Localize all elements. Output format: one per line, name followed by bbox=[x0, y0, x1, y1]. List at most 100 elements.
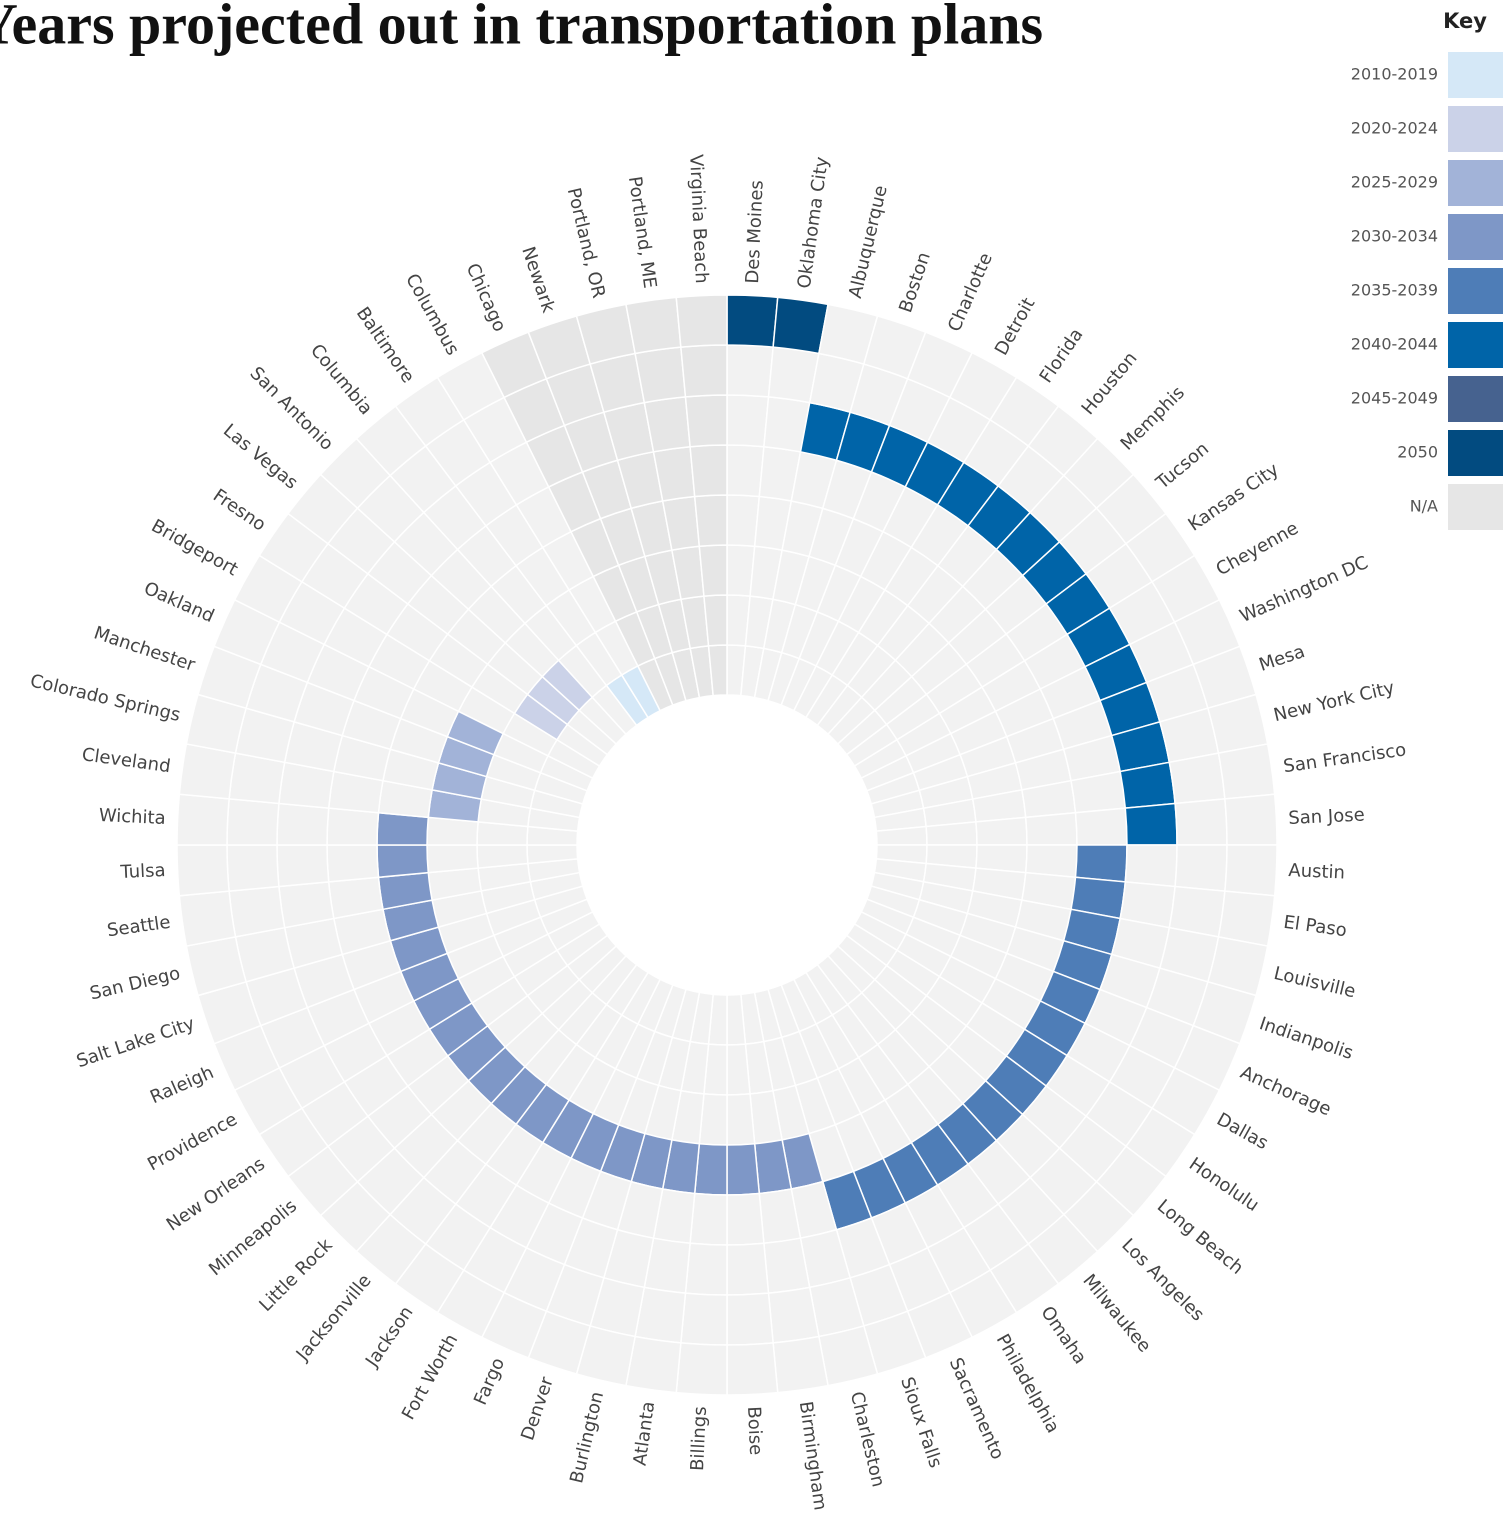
cell-background bbox=[326, 807, 380, 846]
city-label: Little Rock bbox=[255, 1234, 337, 1316]
city-label: Jackson bbox=[361, 1302, 418, 1371]
legend-swatch bbox=[1448, 214, 1503, 260]
city-label: Chicago bbox=[462, 260, 510, 335]
legend-swatch bbox=[1448, 430, 1503, 476]
city-label: Los Angeles bbox=[1117, 1235, 1208, 1326]
cell-background bbox=[326, 844, 380, 883]
cell-background bbox=[1024, 844, 1078, 879]
city-label: Dallas bbox=[1213, 1109, 1272, 1154]
cell-na bbox=[698, 544, 728, 597]
city-label: El Paso bbox=[1282, 912, 1348, 942]
city-label: Long Beach bbox=[1153, 1196, 1247, 1279]
cell-background bbox=[176, 844, 230, 897]
legend-swatch bbox=[1448, 322, 1503, 368]
cell-background bbox=[772, 1335, 829, 1394]
cell-background bbox=[1174, 798, 1228, 846]
legend-label: 2025-2029 bbox=[1351, 173, 1438, 192]
cell-background bbox=[1224, 844, 1278, 897]
cell-background bbox=[684, 1242, 728, 1296]
legend-label: 2020-2024 bbox=[1351, 119, 1438, 138]
legend-label: 2050 bbox=[1397, 443, 1438, 462]
city-label: Salt Lake City bbox=[74, 1013, 198, 1072]
cell-background bbox=[476, 844, 529, 869]
city-label: Minneapolis bbox=[205, 1196, 301, 1281]
city-label: Columbus bbox=[401, 270, 463, 359]
cell bbox=[376, 811, 430, 846]
legend-swatch bbox=[1448, 268, 1503, 314]
city-label: Philadelphia bbox=[992, 1331, 1064, 1437]
city-label: Seattle bbox=[106, 912, 172, 942]
legend-label: 2010-2019 bbox=[1351, 65, 1438, 84]
cell-na bbox=[693, 494, 728, 548]
cell-background bbox=[1124, 844, 1178, 888]
city-label: San Antonio bbox=[246, 363, 338, 455]
cell-na bbox=[634, 346, 687, 404]
city-label: Indianpolis bbox=[1257, 1013, 1356, 1064]
city-label: Louisville bbox=[1272, 963, 1358, 1003]
city-label: Fresno bbox=[209, 485, 269, 536]
city-label: Honolulu bbox=[1185, 1154, 1263, 1216]
cell bbox=[1124, 802, 1178, 846]
cell-background bbox=[1224, 793, 1278, 846]
city-label: Bridgeport bbox=[148, 515, 242, 580]
cell-na bbox=[680, 344, 728, 398]
city-label: Anchorage bbox=[1237, 1062, 1334, 1120]
legend-swatch bbox=[1448, 106, 1503, 152]
cell-background bbox=[680, 1292, 728, 1346]
cell-background bbox=[276, 844, 330, 888]
cell-background bbox=[726, 1192, 765, 1246]
city-label: Kansas City bbox=[1184, 459, 1283, 536]
cell-background bbox=[726, 1093, 756, 1146]
cell-na bbox=[675, 294, 728, 348]
legend-label: 2035-2039 bbox=[1351, 281, 1438, 300]
cell-background bbox=[726, 1043, 751, 1096]
city-label: Columbia bbox=[306, 340, 376, 419]
city-label: Fort Worth bbox=[398, 1331, 462, 1424]
cell-background bbox=[726, 444, 765, 498]
city-label: Oklahoma City bbox=[794, 155, 833, 290]
city-label: Memphis bbox=[1117, 382, 1189, 454]
city-label: Cleveland bbox=[81, 744, 172, 777]
city-label: Las Vegas bbox=[219, 420, 302, 494]
city-label: Boston bbox=[895, 250, 935, 316]
cell-background bbox=[675, 1342, 728, 1396]
legend-swatch bbox=[1448, 160, 1503, 206]
city-label: Providence bbox=[144, 1109, 241, 1176]
city-label: Denver bbox=[517, 1374, 558, 1443]
cell-background bbox=[726, 394, 770, 448]
city-label: Baltimore bbox=[352, 303, 419, 387]
city-label: Colorado Springs bbox=[28, 670, 182, 726]
city-label: Burlington bbox=[566, 1390, 608, 1486]
city-label: Houston bbox=[1078, 348, 1142, 419]
cell-na bbox=[689, 444, 728, 498]
city-label: San Francisco bbox=[1282, 739, 1407, 777]
city-label: Albuquerque bbox=[845, 183, 892, 300]
legend-label: N/A bbox=[1410, 497, 1438, 516]
cell-na bbox=[684, 394, 728, 448]
cell-background bbox=[1174, 844, 1228, 892]
cell-background bbox=[228, 885, 286, 938]
city-label: Tulsa bbox=[119, 860, 166, 883]
city-label: Omaha bbox=[1036, 1302, 1090, 1368]
cell-background bbox=[1168, 752, 1226, 805]
city-label: Manchester bbox=[91, 623, 198, 677]
city-label: Wichita bbox=[98, 805, 166, 829]
city-label: San Jose bbox=[1288, 805, 1365, 830]
cell-background bbox=[226, 798, 280, 846]
city-label: Newark bbox=[517, 244, 559, 316]
city-label: New York City bbox=[1272, 677, 1397, 726]
city-label: Fargo bbox=[470, 1355, 509, 1409]
city-label: Boise bbox=[743, 1406, 766, 1456]
city-label: Mesa bbox=[1256, 641, 1307, 676]
cell-background bbox=[726, 1292, 774, 1346]
city-label: Portland, OR bbox=[563, 186, 609, 300]
cell-background bbox=[975, 816, 1028, 846]
cell-background bbox=[226, 844, 280, 892]
city-label: Virginia Beach bbox=[685, 154, 712, 284]
cell bbox=[376, 844, 430, 879]
city-label: Jacksonville bbox=[292, 1270, 376, 1365]
legend-swatch bbox=[1448, 52, 1503, 98]
cell-background bbox=[767, 1286, 820, 1344]
cell-background bbox=[1074, 807, 1128, 846]
